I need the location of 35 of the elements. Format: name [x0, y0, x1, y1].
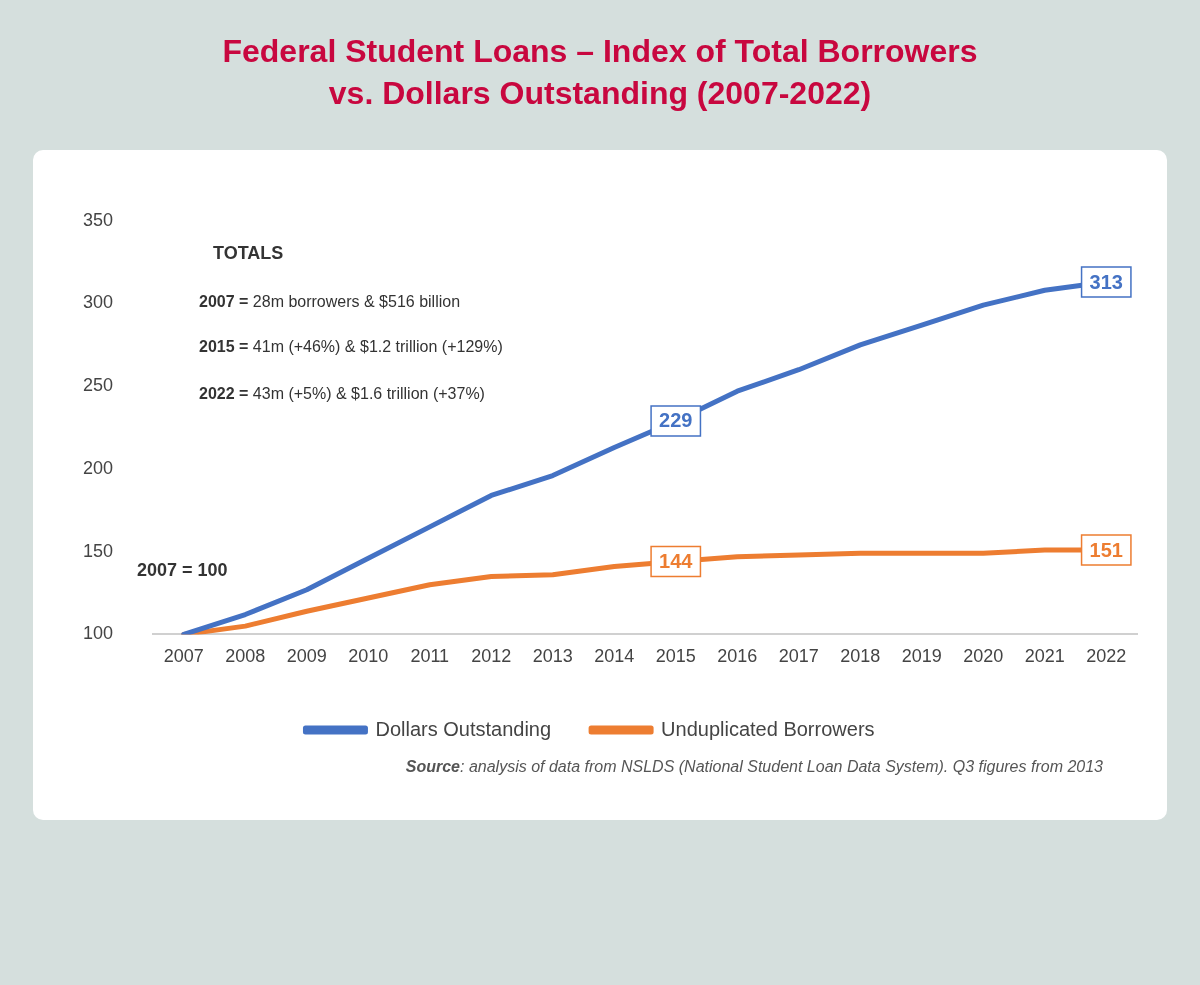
x-tick-label: 2008	[225, 646, 266, 667]
x-tick-label: 2010	[348, 646, 389, 667]
annotation: TOTALS	[213, 242, 284, 263]
x-tick-label: 2022	[1086, 646, 1127, 667]
x-tick-label: 2017	[778, 646, 819, 667]
data-label: 151	[1089, 538, 1123, 561]
legend-label: Unduplicated Borrowers	[661, 717, 875, 740]
x-tick-label: 2009	[286, 646, 327, 667]
data-label: 229	[659, 409, 693, 432]
annotation: 2015 = 41m (+46%) & $1.2 trillion (+129%)	[199, 338, 503, 356]
y-tick-label: 250	[82, 375, 114, 396]
y-tick-label: 200	[82, 457, 114, 478]
x-tick-label: 2011	[410, 646, 450, 667]
chart-title: Federal Student Loans – Index of Total Borrowers vs. Dollars Outstanding (2007-2022)	[221, 32, 979, 113]
x-tick-label: 2012	[471, 646, 512, 667]
y-tick-label: 100	[82, 623, 114, 644]
y-tick-label: 350	[82, 209, 114, 230]
x-tick-label: 2014	[594, 646, 635, 667]
x-tick-label: 2007	[163, 646, 204, 667]
x-tick-label: 2013	[532, 646, 573, 667]
x-tick-label: 2015	[655, 646, 696, 667]
x-tick-label: 2016	[717, 646, 758, 667]
y-tick-label: 150	[82, 540, 114, 561]
x-tick-label: 2018	[840, 646, 881, 667]
annotation: 2007 = 100	[137, 559, 228, 580]
x-tick-label: 2019	[901, 646, 942, 667]
x-tick-label: 2020	[963, 646, 1004, 667]
annotation: 2007 = 28m borrowers & $516 billion	[199, 293, 461, 311]
legend-label: Dollars Outstanding	[375, 717, 552, 740]
x-tick-label: 2021	[1024, 646, 1065, 667]
y-tick-label: 300	[82, 292, 114, 313]
data-label: 144	[659, 550, 694, 573]
data-label: 313	[1089, 270, 1123, 293]
annotation: 2022 = 43m (+5%) & $1.6 trillion (+37%)	[199, 385, 485, 403]
source-note: Source: analysis of data from NSLDS (National Student Loan Data System). Q3 figures from 2013	[405, 758, 1103, 776]
